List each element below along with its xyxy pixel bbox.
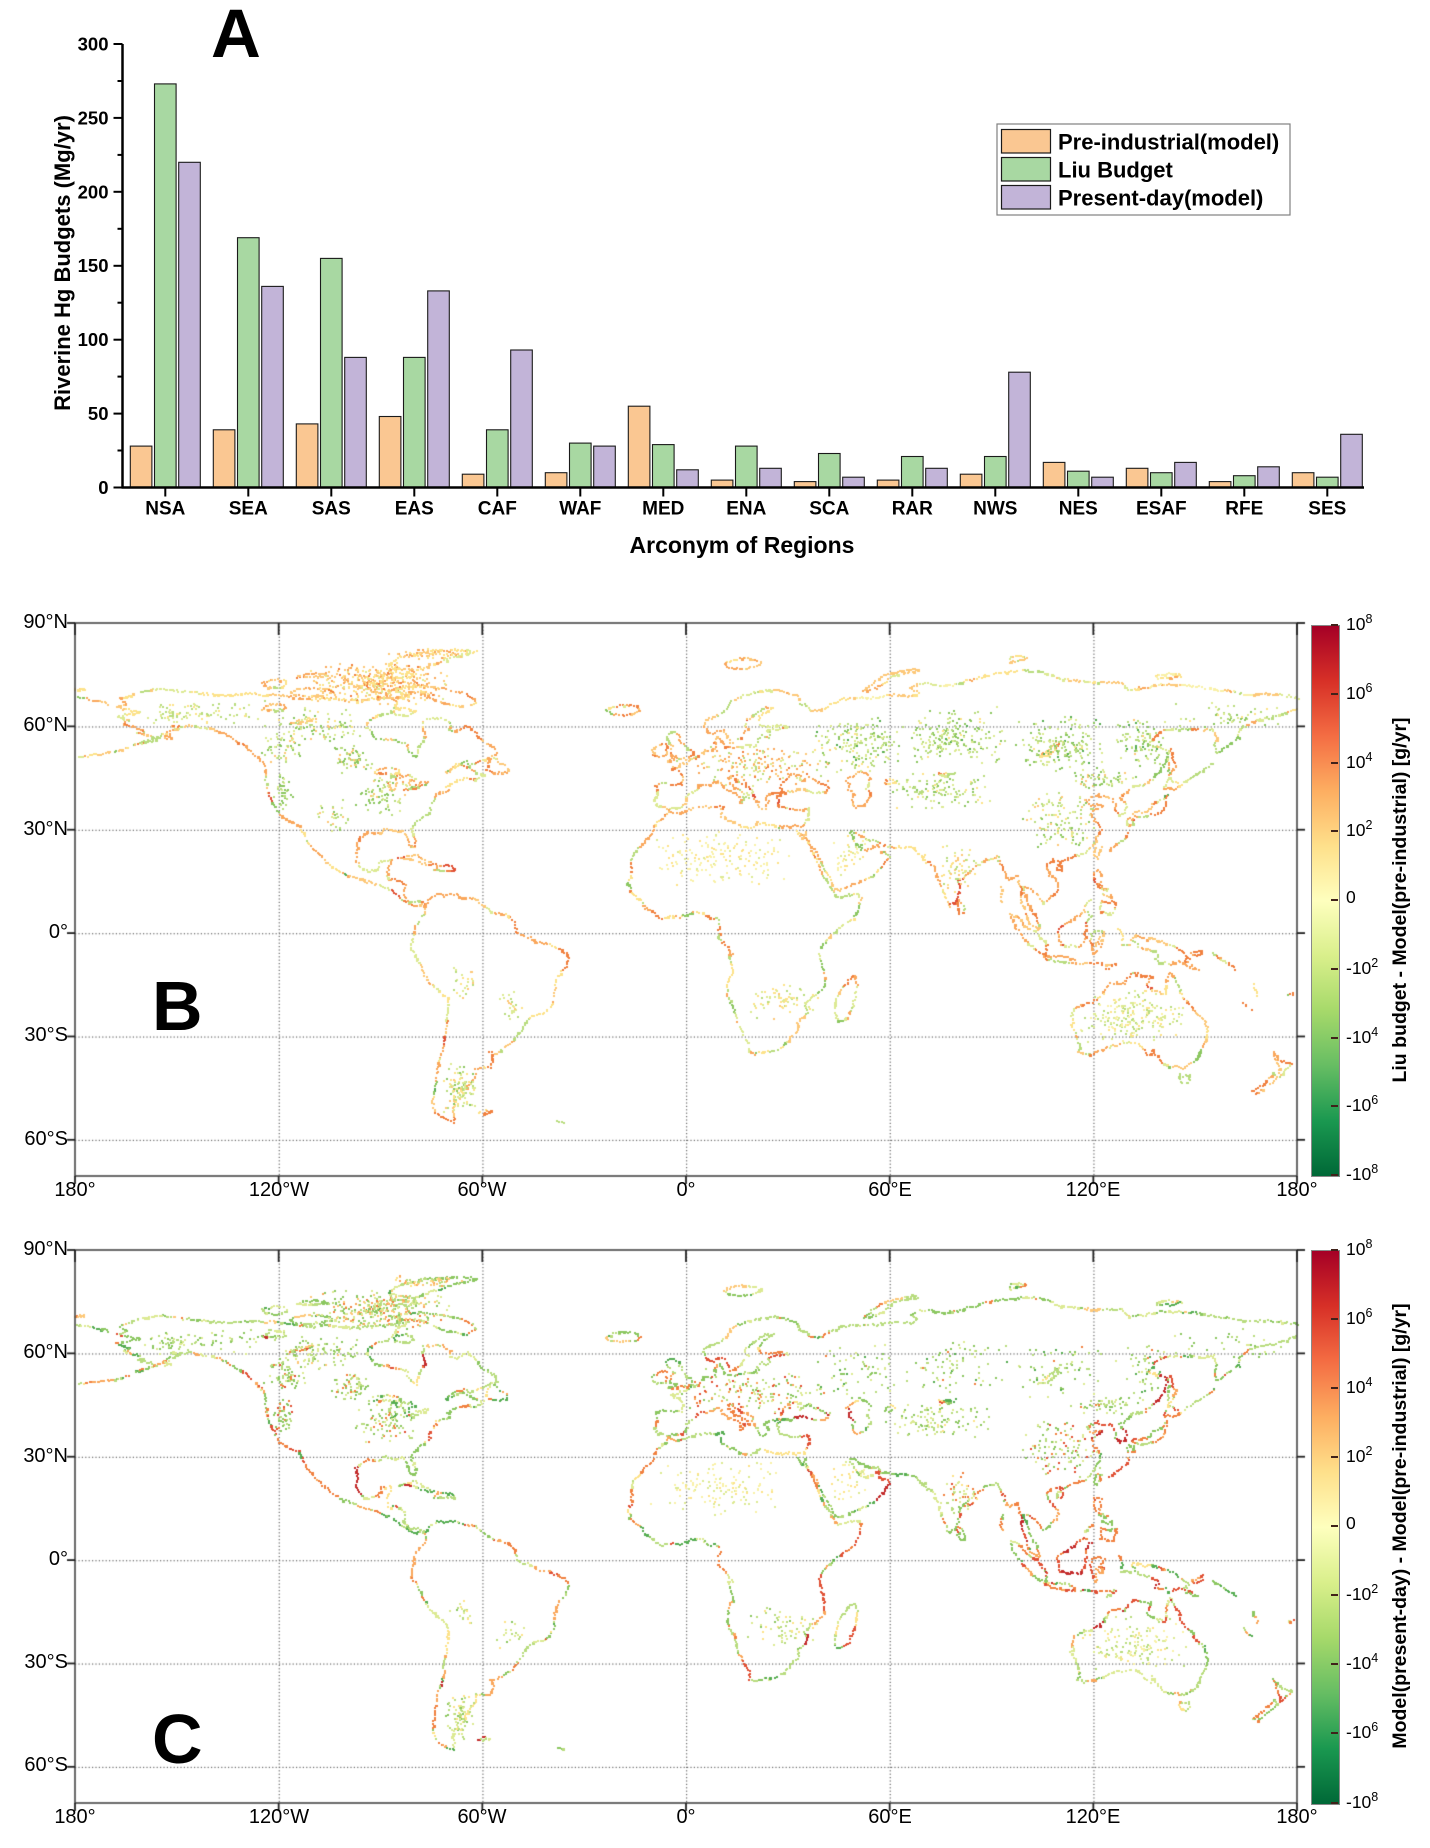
svg-text:A: A (211, 0, 261, 72)
svg-text:RAR: RAR (892, 499, 933, 520)
svg-text:NSA: NSA (145, 499, 185, 520)
svg-text:300: 300 (78, 34, 109, 55)
svg-text:MED: MED (642, 499, 684, 520)
svg-text:WAF: WAF (559, 499, 601, 520)
svg-text:EAS: EAS (395, 499, 434, 520)
svg-text:RFE: RFE (1225, 499, 1263, 520)
svg-text:Arconym of Regions: Arconym of Regions (630, 532, 855, 558)
svg-text:200: 200 (78, 181, 109, 202)
svg-text:Riverine Hg Budgets (Mg/yr): Riverine Hg Budgets (Mg/yr) (50, 115, 75, 411)
svg-text:ENA: ENA (726, 499, 766, 520)
svg-text:100: 100 (78, 329, 109, 350)
svg-text:Present-day(model): Present-day(model) (1058, 186, 1263, 211)
svg-text:SES: SES (1308, 499, 1346, 520)
svg-text:SAS: SAS (312, 499, 351, 520)
svg-text:NWS: NWS (973, 499, 1017, 520)
svg-text:50: 50 (88, 403, 109, 424)
svg-text:Pre-industrial(model): Pre-industrial(model) (1058, 130, 1279, 155)
svg-text:0: 0 (98, 477, 108, 498)
svg-text:NES: NES (1059, 499, 1098, 520)
svg-text:CAF: CAF (478, 499, 517, 520)
svg-text:SCA: SCA (809, 499, 849, 520)
svg-text:Liu Budget: Liu Budget (1058, 158, 1174, 183)
svg-text:ESAF: ESAF (1136, 499, 1187, 520)
svg-text:SEA: SEA (229, 499, 268, 520)
svg-text:250: 250 (78, 107, 109, 128)
svg-text:150: 150 (78, 255, 109, 276)
